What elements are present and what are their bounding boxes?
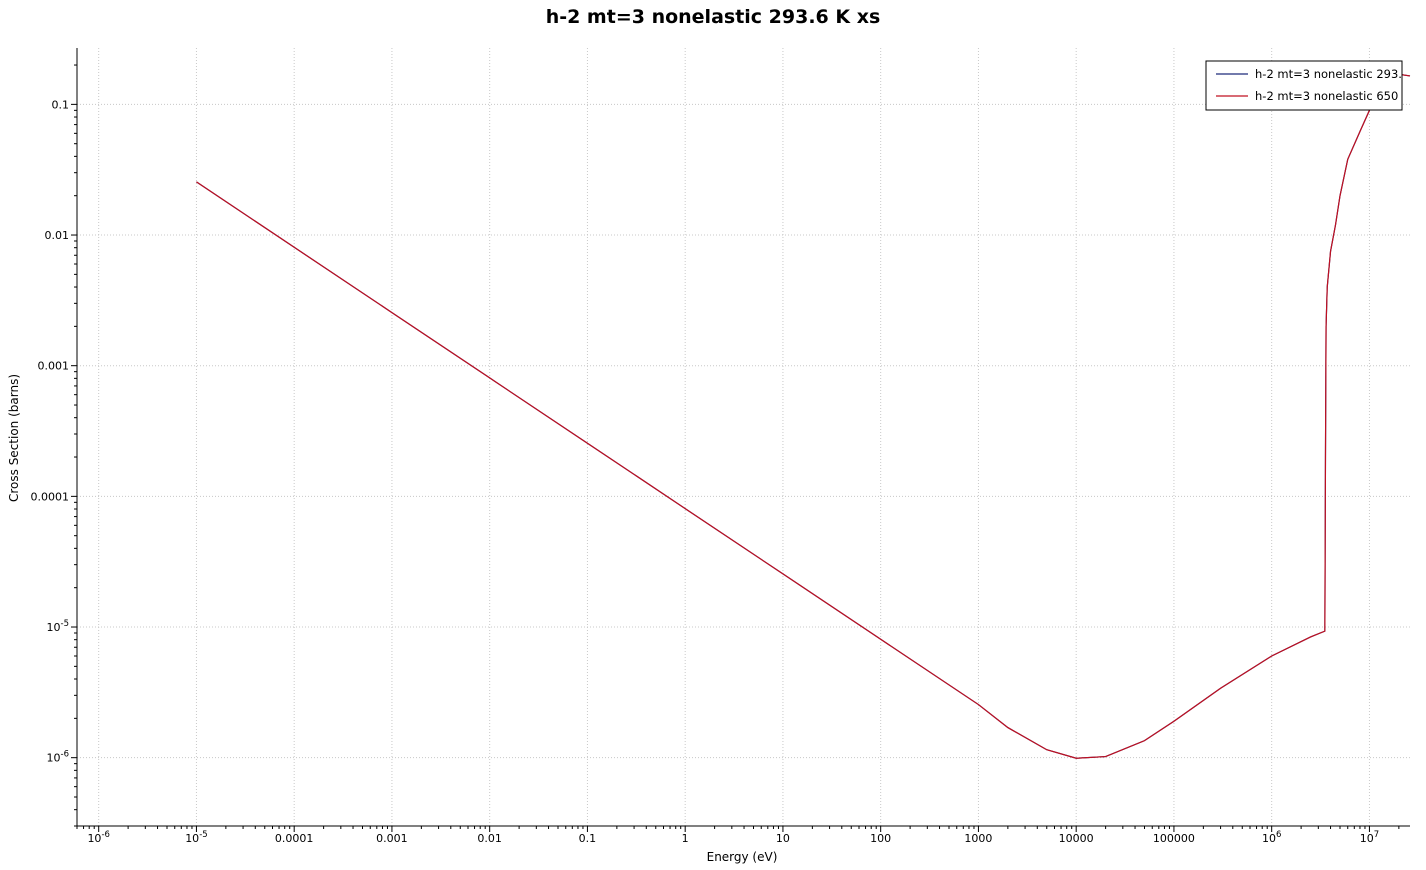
y-tick-label-3: 0.001 <box>38 360 70 373</box>
x-tick-label-0: 10-6 <box>87 830 109 845</box>
y-tick-label-2: 0.0001 <box>31 490 70 503</box>
x-tick-label-5: 0.1 <box>579 832 597 845</box>
series-line-1[interactable] <box>196 73 1411 759</box>
x-tick-label-10: 10000 <box>1059 832 1094 845</box>
x-tick-label-13: 107 <box>1360 830 1379 845</box>
y-axis-label: Cross Section (barns) <box>7 374 21 502</box>
legend-box <box>1205 60 1403 111</box>
y-tick-label-5: 0.1 <box>52 98 70 111</box>
x-tick-label-7: 10 <box>776 832 790 845</box>
legend-entry-0[interactable]: h-2 mt=3 nonelastic 293. <box>1255 67 1402 81</box>
y-tick-label-0: 10-6 <box>47 750 69 765</box>
x-axis-label: Energy (eV) <box>707 850 778 864</box>
x-tick-label-4: 0.01 <box>477 832 502 845</box>
x-tick-label-6: 1 <box>682 832 689 845</box>
x-tick-label-1: 10-5 <box>185 830 207 845</box>
x-tick-label-2: 0.0001 <box>275 832 314 845</box>
legend-entry-1[interactable]: h-2 mt=3 nonelastic 650 <box>1255 89 1398 103</box>
y-tick-label-1: 10-5 <box>47 619 69 634</box>
x-tick-label-11: 100000 <box>1153 832 1195 845</box>
axes: 10-6 10-5 0.0001 0.001 0.01 0.1 1 10 100 1000 1000… <box>31 48 1410 845</box>
x-tick-label-8: 100 <box>870 832 891 845</box>
series-layer <box>196 73 1411 759</box>
chart-title: h-2 mt=3 nonelastic 293.6 K xs <box>545 6 881 28</box>
x-tick-label-3: 0.001 <box>376 832 408 845</box>
grid <box>77 48 1410 826</box>
x-tick-label-12: 106 <box>1262 830 1281 845</box>
series-line-0[interactable] <box>196 73 1411 759</box>
y-tick-label-4: 0.01 <box>45 229 70 242</box>
legend[interactable]: h-2 mt=3 nonelastic 293. h-2 mt=3 nonelas… <box>1205 60 1403 111</box>
x-tick-label-9: 1000 <box>964 832 992 845</box>
